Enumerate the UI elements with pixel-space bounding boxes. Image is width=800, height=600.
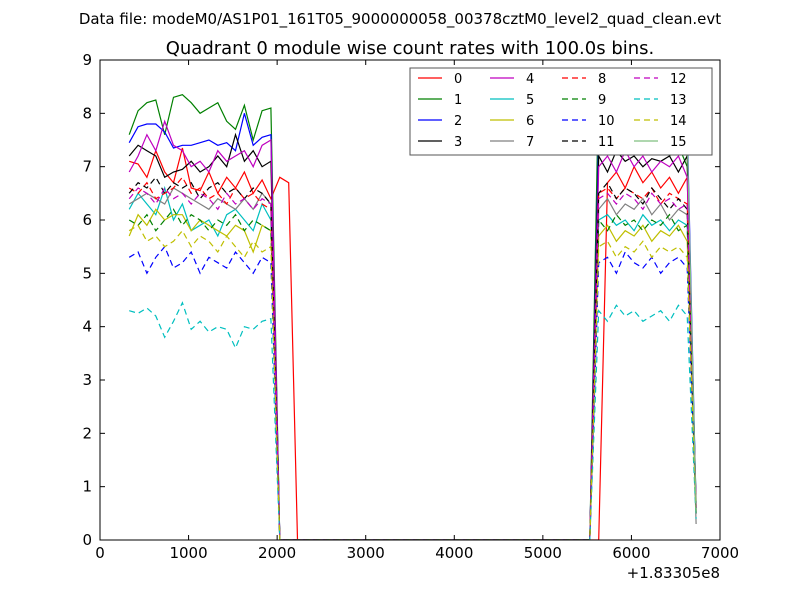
- series-line-9: [128, 208, 697, 540]
- x-tick-label: 2000: [258, 544, 296, 562]
- legend-label-12: 12: [670, 72, 687, 87]
- series-line-4: [128, 119, 697, 540]
- x-axis: 0 1000 2000 3000 4000 5000 6000 7000: [95, 60, 739, 562]
- series-line-0: [129, 147, 697, 540]
- series-line-6: [128, 208, 697, 540]
- series-line-5: [128, 185, 697, 540]
- legend-label-1: 1: [454, 93, 462, 108]
- x-tick-label: 6000: [612, 544, 650, 562]
- axes-frame: [99, 59, 721, 541]
- legend-frame: [409, 67, 713, 156]
- legend-label-15: 15: [670, 135, 687, 150]
- series-layer: [128, 81, 697, 540]
- x-tick-label: 3000: [347, 544, 385, 562]
- legend-label-8: 8: [598, 72, 606, 87]
- x-tick-label: 5000: [524, 544, 562, 562]
- legend-label-0: 0: [454, 72, 462, 87]
- y-tick-label: 4: [82, 318, 92, 336]
- series-line-11: [128, 176, 697, 540]
- y-tick-label: 3: [82, 371, 92, 389]
- y-tick-label: 2: [82, 424, 92, 442]
- series-line-8: [128, 176, 697, 540]
- legend-label-4: 4: [526, 72, 534, 87]
- x-tick-label: 4000: [435, 544, 473, 562]
- legend-label-9: 9: [598, 93, 606, 108]
- chart-title: Quadrant 0 module wise count rates with …: [166, 38, 655, 59]
- x-tick-label: 7000: [701, 544, 739, 562]
- legend-label-6: 6: [526, 114, 534, 129]
- series-line-10: [128, 245, 697, 540]
- x-tick-label: 0: [95, 544, 105, 562]
- data-file-title: Data file: modeM0/AS1P01_161T05_90000000…: [79, 10, 721, 29]
- series-line-12: [128, 186, 697, 540]
- legend-label-2: 2: [454, 114, 462, 129]
- y-tick-label: 0: [82, 531, 92, 549]
- legend-label-5: 5: [526, 93, 534, 108]
- y-tick-label: 7: [82, 158, 92, 176]
- series-line-7: [128, 187, 697, 540]
- y-tick-label: 6: [82, 211, 92, 229]
- legend-label-3: 3: [454, 135, 462, 150]
- legend-label-7: 7: [526, 135, 534, 150]
- series-line-3: [128, 132, 697, 540]
- y-tick-label: 9: [82, 51, 92, 69]
- legend-label-14: 14: [670, 114, 687, 129]
- legend-label-11: 11: [598, 135, 615, 150]
- y-tick-label: 8: [82, 104, 92, 122]
- legend-label-10: 10: [598, 114, 615, 129]
- x-offset-label: +1.83305e8: [627, 564, 720, 582]
- y-tick-label: 1: [82, 478, 92, 496]
- y-tick-label: 5: [82, 264, 92, 282]
- series-line-14: [128, 224, 697, 540]
- legend-label-13: 13: [670, 93, 687, 108]
- series-line-13: [129, 301, 697, 540]
- x-tick-label: 1000: [169, 544, 207, 562]
